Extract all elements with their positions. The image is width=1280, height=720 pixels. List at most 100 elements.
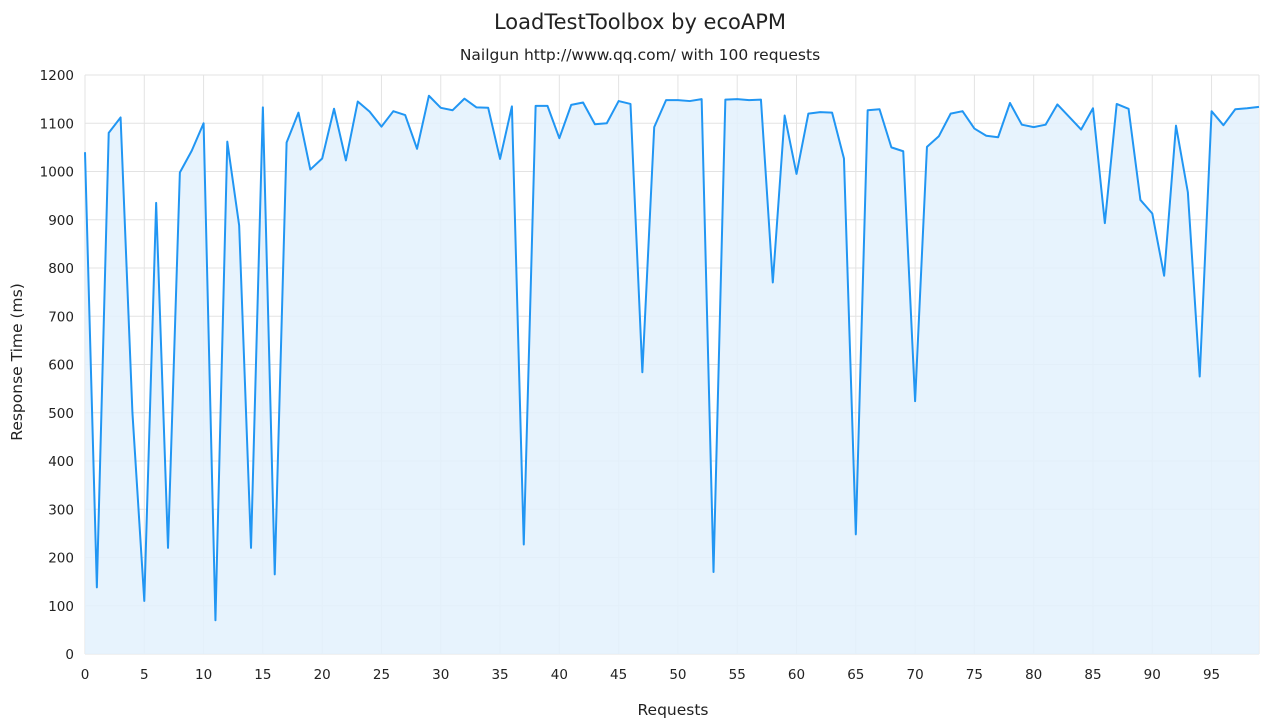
data-point: [1115, 102, 1119, 106]
data-point: [1020, 123, 1024, 127]
x-tick-label: 70: [907, 667, 924, 683]
data-point: [1174, 124, 1178, 128]
x-tick-label: 15: [254, 667, 271, 683]
data-point: [664, 98, 668, 102]
data-point: [1067, 115, 1071, 119]
data-point: [83, 150, 87, 154]
data-point: [462, 97, 466, 101]
data-point: [961, 109, 965, 113]
y-tick-label: 1100: [40, 116, 74, 132]
data-point: [617, 99, 621, 103]
data-point: [1210, 109, 1214, 113]
data-point: [759, 98, 763, 102]
data-point: [1103, 221, 1107, 225]
data-point: [1198, 375, 1202, 379]
data-point: [1221, 123, 1225, 127]
data-point: [498, 157, 502, 161]
data-point: [723, 98, 727, 102]
x-tick-label: 35: [491, 667, 508, 683]
chart-title: LoadTestToolbox by ecoAPM: [493, 10, 787, 34]
data-point: [1032, 125, 1036, 129]
data-point: [545, 104, 549, 108]
data-point: [818, 110, 822, 114]
data-point: [296, 111, 300, 115]
data-point: [854, 532, 858, 536]
data-point: [984, 134, 988, 138]
y-tick-label: 600: [48, 358, 74, 374]
y-tick-label: 1200: [40, 68, 74, 84]
x-tick-label: 75: [966, 667, 983, 683]
data-point: [735, 97, 739, 101]
data-point: [1079, 128, 1083, 132]
data-point: [1055, 102, 1059, 106]
data-point: [237, 224, 241, 228]
x-tick-label: 20: [314, 667, 331, 683]
x-axis-ticks: 0 5 10 15 20 25 30 35 40 45 50 55 60 65 70 75 80 85 90 95: [81, 667, 1220, 683]
data-point: [878, 107, 882, 111]
y-tick-label: 800: [48, 261, 74, 277]
data-point: [320, 156, 324, 160]
data-point: [1044, 123, 1048, 127]
data-point: [605, 121, 609, 125]
data-point: [202, 121, 206, 125]
data-point: [510, 104, 514, 108]
data-point: [261, 105, 265, 109]
data-point: [166, 546, 170, 550]
data-point: [771, 280, 775, 284]
x-tick-label: 85: [1084, 667, 1101, 683]
data-point: [95, 585, 99, 589]
data-point: [403, 113, 407, 117]
response-time-line: [84, 94, 1260, 622]
data-point: [368, 110, 372, 114]
data-point: [996, 135, 1000, 139]
y-tick-label: 200: [48, 551, 74, 567]
y-axis-label: Response Time (ms): [8, 283, 26, 441]
x-tick-label: 65: [847, 667, 864, 683]
data-point: [1245, 106, 1249, 110]
data-point: [225, 140, 229, 144]
data-point: [949, 112, 953, 116]
data-point: [249, 546, 253, 550]
data-point: [1150, 211, 1154, 215]
x-tick-label: 80: [1025, 667, 1042, 683]
x-tick-label: 40: [551, 667, 568, 683]
data-point: [427, 94, 431, 98]
x-tick-label: 95: [1203, 667, 1220, 683]
data-point: [581, 101, 585, 105]
data-point: [1233, 107, 1237, 111]
data-point: [356, 100, 360, 104]
data-point: [486, 106, 490, 110]
data-point: [474, 105, 478, 109]
data-point: [1162, 274, 1166, 278]
data-point: [285, 141, 289, 145]
data-point: [700, 97, 704, 101]
data-point: [557, 136, 561, 140]
data-point: [332, 107, 336, 111]
y-tick-label: 0: [65, 647, 74, 663]
x-tick-label: 0: [81, 667, 90, 683]
x-tick-label: 55: [729, 667, 746, 683]
y-tick-label: 500: [48, 406, 74, 422]
data-point: [652, 125, 656, 129]
data-point: [795, 172, 799, 176]
x-tick-label: 45: [610, 667, 627, 683]
data-point: [901, 149, 905, 153]
data-point: [593, 122, 597, 126]
data-point: [213, 618, 217, 622]
x-tick-label: 60: [788, 667, 805, 683]
data-point: [439, 106, 443, 110]
x-axis-label: Requests: [637, 701, 708, 719]
y-tick-label: 1000: [40, 165, 74, 181]
data-point: [308, 168, 312, 172]
y-tick-label: 100: [48, 599, 74, 615]
data-point: [534, 104, 538, 108]
data-point: [1257, 105, 1261, 109]
data-point: [747, 98, 751, 102]
x-tick-label: 50: [669, 667, 686, 683]
data-point: [1186, 190, 1190, 194]
data-point: [842, 156, 846, 160]
data-point: [522, 542, 526, 546]
data-point: [1127, 107, 1131, 111]
